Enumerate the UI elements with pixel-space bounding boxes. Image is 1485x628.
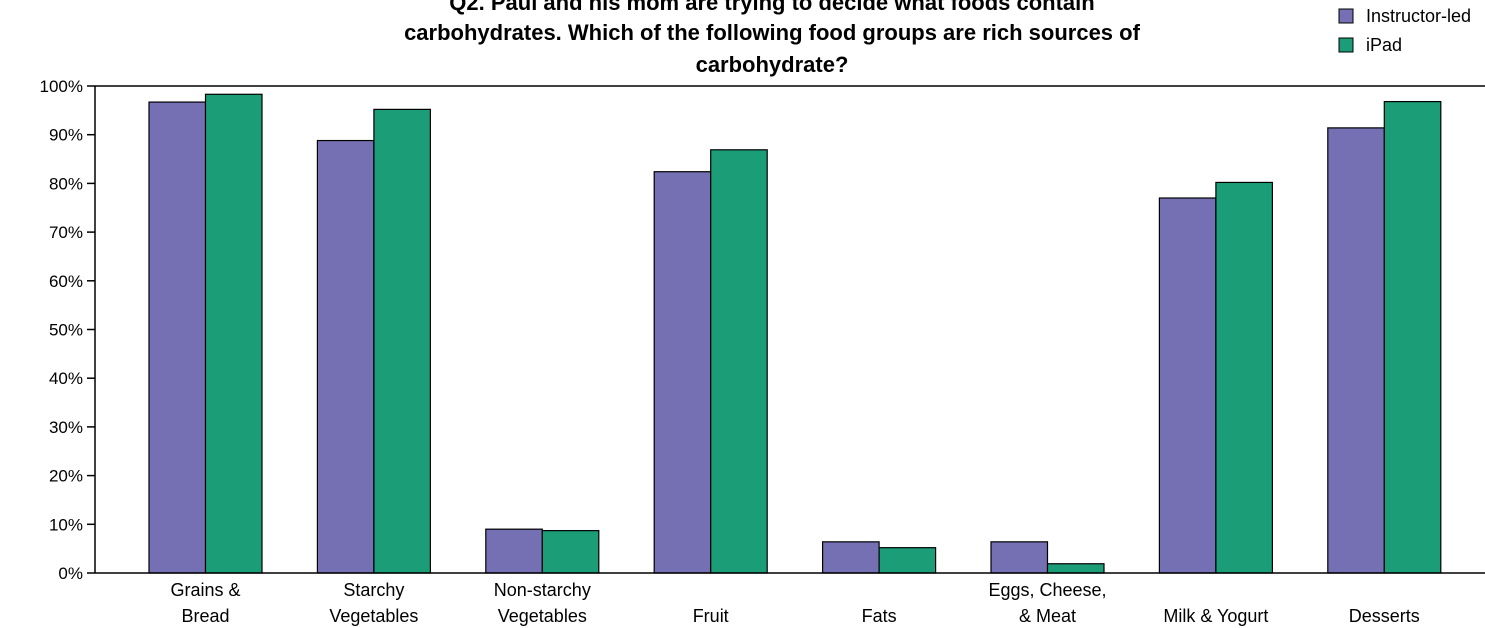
bars — [148, 93, 1442, 574]
x-axis: Grains & Bread Starchy Vegetables Non-starch… — [95, 572, 1485, 626]
y-axis: 0% 10% 20% 30% 40% 50% 60% 70% 80% 90% 100% — [40, 77, 1485, 583]
legend-swatch-instructor-led — [1338, 8, 1354, 24]
bar-ipad — [204, 93, 263, 574]
bar-instructor-led — [485, 528, 543, 574]
bar-ipad — [1383, 100, 1442, 574]
bar-instructor-led — [990, 541, 1049, 574]
bar-instructor-led — [316, 139, 375, 574]
x-category-label-line-2: Bread — [181, 606, 229, 626]
y-tick-label: 30% — [49, 418, 83, 437]
x-category-label-line-2: Milk & Yogurt — [1163, 606, 1268, 626]
x-category-label-line-2: Desserts — [1349, 606, 1420, 626]
x-category-label-line-2: & Meat — [1019, 606, 1076, 626]
bar-ipad — [373, 108, 431, 574]
bar-ipad — [710, 149, 768, 574]
bar-ipad — [541, 530, 600, 574]
chart-title-line-2: carbohydrates. Which of the following fo… — [404, 20, 1141, 45]
y-tick-label: 60% — [49, 272, 83, 291]
x-category-label-line-2: Fats — [862, 606, 897, 626]
legend-label-ipad: iPad — [1366, 35, 1402, 55]
bar-instructor-led — [653, 171, 712, 574]
legend-label-instructor-led: Instructor-led — [1366, 6, 1471, 26]
y-tick-label: 0% — [58, 564, 83, 583]
x-category-label-line-2: Vegetables — [498, 606, 587, 626]
y-tick-label: 40% — [49, 369, 83, 388]
x-category-label-line-1: Grains & — [170, 580, 240, 600]
chart-title-line-1: Q2. Paul and his mom are trying to decid… — [449, 0, 1094, 15]
y-tick-label: 100% — [40, 77, 83, 96]
x-category-label-line-1: Starchy — [343, 580, 404, 600]
legend: Instructor-led iPad — [1338, 6, 1471, 55]
bar-instructor-led — [1327, 127, 1385, 574]
y-tick-label: 90% — [49, 126, 83, 145]
bar-ipad — [878, 547, 937, 574]
y-tick-label: 10% — [49, 515, 83, 534]
bar-instructor-led — [148, 101, 207, 574]
x-category-label-line-2: Vegetables — [329, 606, 418, 626]
x-category-label-line-2: Fruit — [693, 606, 729, 626]
x-category-label-line-1: Eggs, Cheese, — [988, 580, 1106, 600]
y-tick-label: 20% — [49, 467, 83, 486]
bar-instructor-led — [1158, 197, 1217, 574]
chart-title-line-3: carbohydrate? — [696, 52, 849, 77]
bar-instructor-led — [821, 541, 880, 574]
y-tick-label: 80% — [49, 174, 83, 193]
chart-title: Q2. Paul and his mom are trying to decid… — [404, 0, 1141, 77]
y-tick-label: 70% — [49, 223, 83, 242]
bar-ipad — [1046, 563, 1105, 574]
x-category-label-line-1: Non-starchy — [494, 580, 591, 600]
y-tick-label: 50% — [49, 321, 83, 340]
legend-swatch-ipad — [1338, 37, 1354, 53]
bar-ipad — [1215, 181, 1274, 574]
